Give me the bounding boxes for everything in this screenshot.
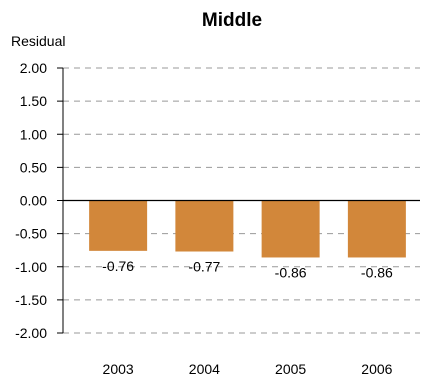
bar-2005 [261, 200, 320, 258]
y-tick-label: -1.00 [15, 259, 47, 275]
y-axis-label: Residual [11, 33, 65, 49]
x-tick-label-2003: 2003 [103, 361, 134, 377]
x-tick-label-2004: 2004 [189, 361, 220, 377]
x-tick-label-2006: 2006 [361, 361, 392, 377]
y-tick-label: -1.50 [15, 292, 47, 308]
bar-2004 [175, 200, 234, 252]
y-tick-label: 1.00 [20, 126, 47, 142]
data-label-2003: -0.76 [102, 258, 134, 274]
y-tick-label: 2.00 [20, 60, 47, 76]
bar-2006 [347, 200, 406, 258]
y-tick-labels: 2.00 1.50 1.00 0.50 0.00 -0.50 -1.00 -1.50 -2.00 [15, 60, 47, 341]
zero-line-group [62, 68, 420, 333]
y-tick-label: 1.50 [20, 93, 47, 109]
y-tick-label: 0.50 [20, 159, 47, 175]
data-labels: -0.76 -0.77 -0.86 -0.86 [102, 258, 393, 281]
data-label-2005: -0.86 [275, 264, 307, 280]
y-tick-label: -2.00 [15, 325, 47, 341]
x-tick-labels: 2003 2004 2005 2006 [103, 361, 393, 377]
y-tick-label: -0.50 [15, 226, 47, 242]
y-tick-label: 0.00 [20, 193, 47, 209]
bar-2003 [89, 200, 148, 251]
data-label-2004: -0.77 [188, 259, 220, 275]
bars [89, 200, 406, 258]
x-tick-label-2005: 2005 [275, 361, 306, 377]
chart-title: Middle [202, 10, 262, 31]
data-label-2006: -0.86 [361, 264, 393, 280]
